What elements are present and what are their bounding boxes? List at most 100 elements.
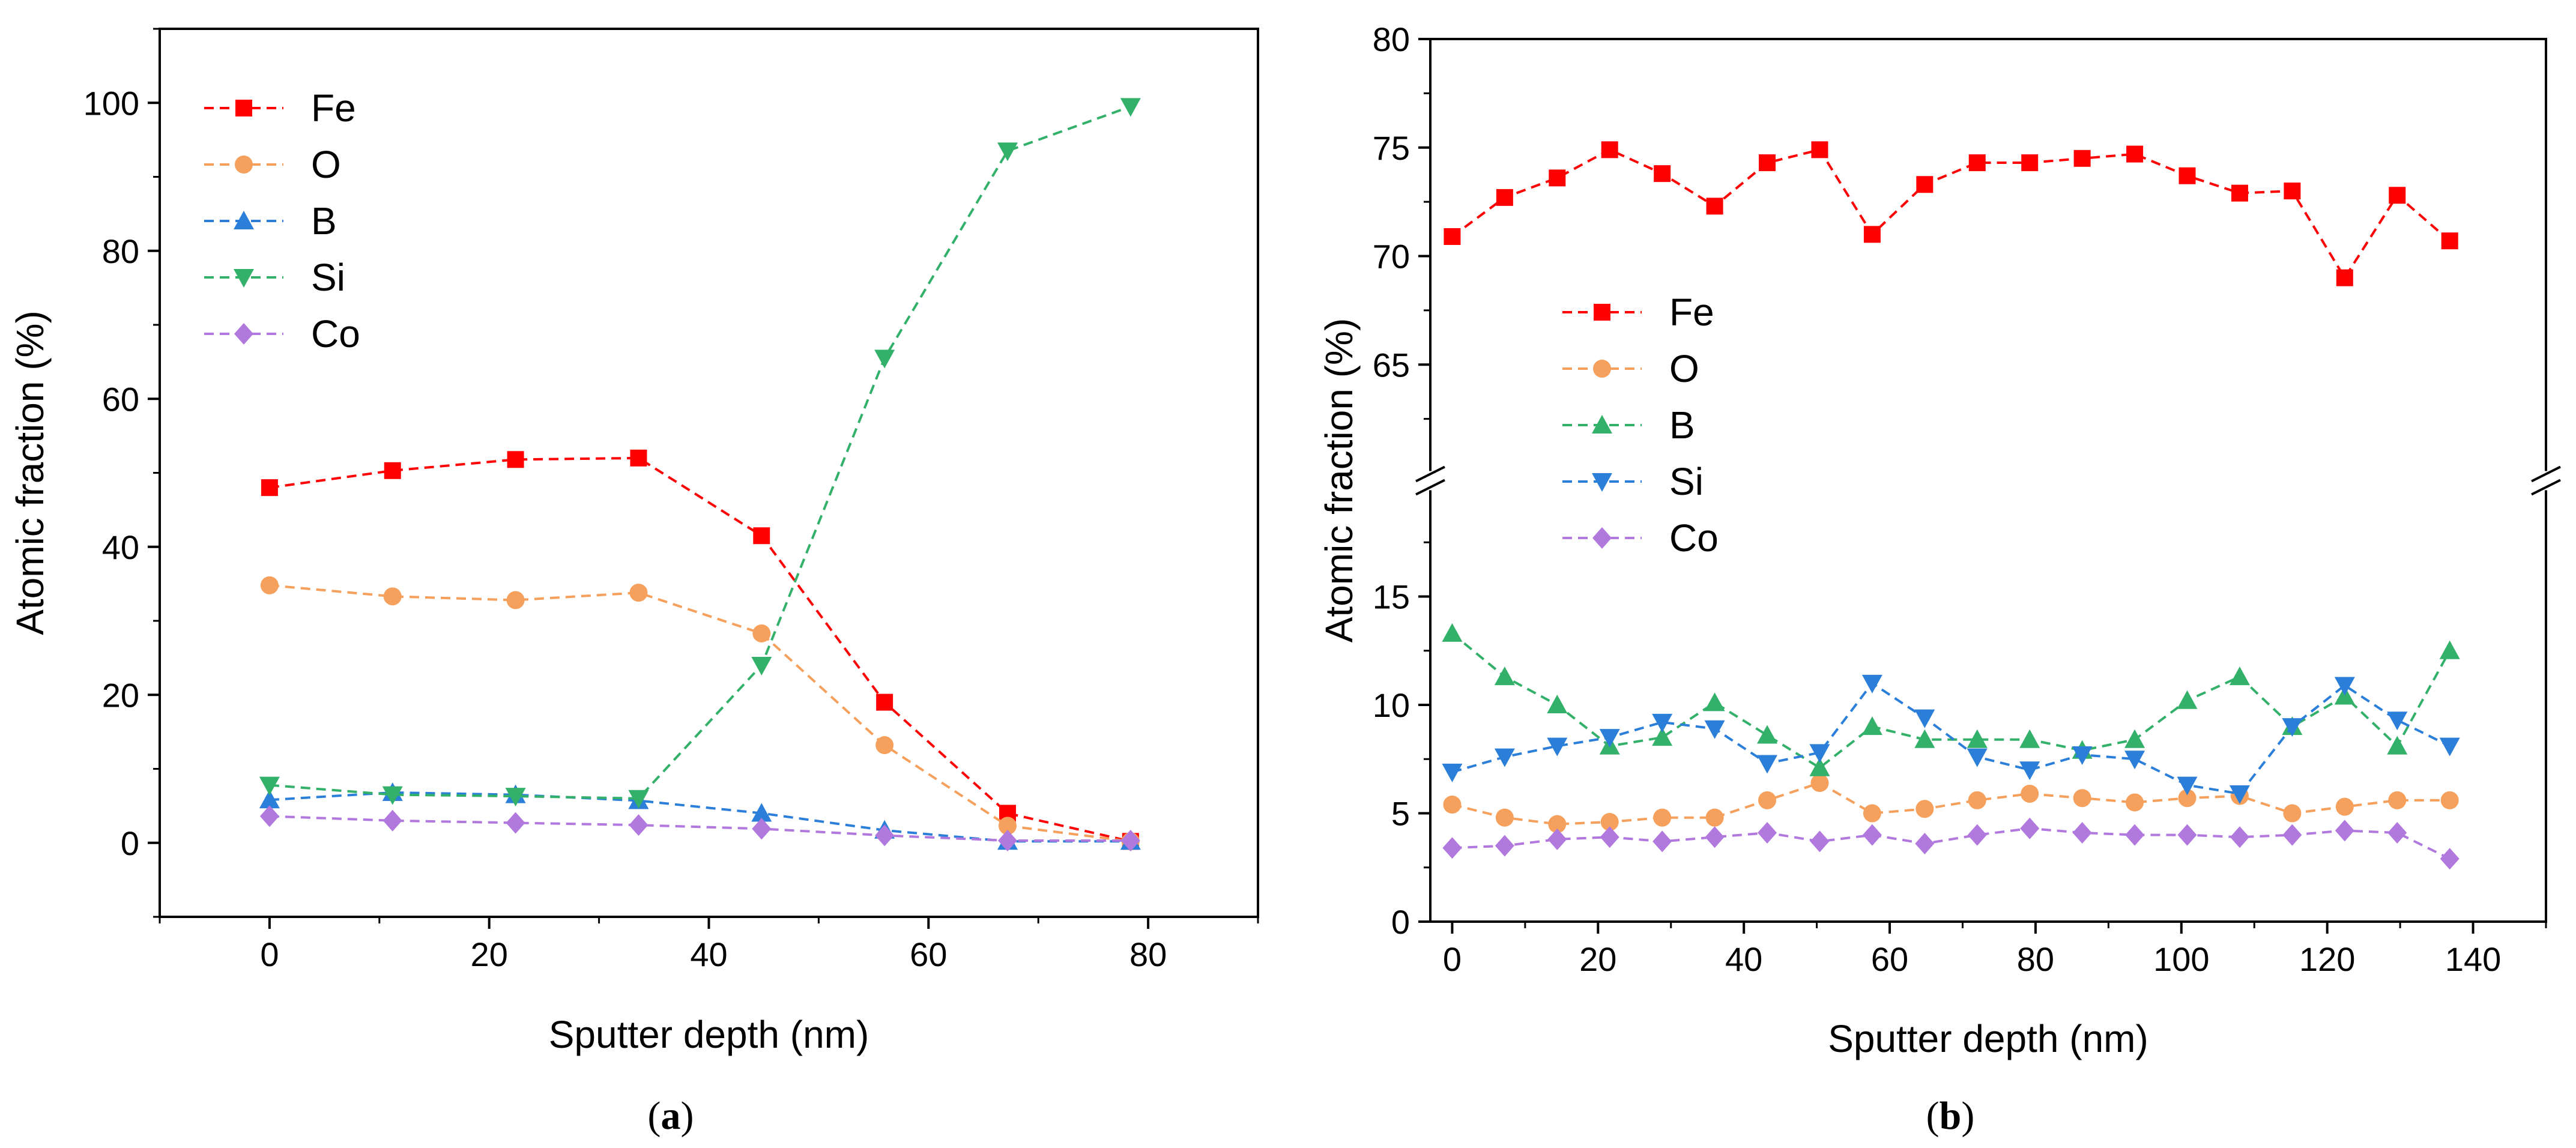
data-point-fe	[384, 462, 401, 479]
data-point-b	[1547, 695, 1568, 713]
data-point-fe	[1916, 176, 1934, 193]
data-point-o	[629, 584, 648, 602]
data-point-co	[2387, 821, 2407, 844]
x-tick-label: 0	[260, 935, 279, 973]
data-point-si	[1120, 98, 1141, 117]
data-point-fe	[1706, 198, 1723, 215]
data-point-b	[1704, 692, 1725, 711]
series-line-co	[1452, 827, 2451, 860]
data-point-fe	[876, 693, 893, 711]
data-point-o	[1705, 808, 1724, 827]
y-tick-label: 10	[1373, 686, 1410, 724]
y-axis-label: Atomic fraction (%)	[1317, 318, 1361, 643]
data-point-co	[1967, 824, 1987, 846]
data-point-b	[1914, 729, 1935, 748]
x-tick-label: 60	[910, 935, 947, 973]
data-point-fe	[1549, 169, 1566, 187]
axis-break-mark-right	[2531, 479, 2561, 496]
data-point-co	[752, 818, 772, 840]
data-point-co	[1810, 830, 1830, 853]
legend-label-co: Co	[311, 312, 360, 355]
legend-label-si: Si	[1669, 460, 1704, 503]
data-point-co	[1705, 826, 1725, 848]
data-point-co	[2072, 821, 2092, 844]
data-point-o	[506, 591, 525, 609]
y-tick-label: 65	[1373, 346, 1410, 384]
data-point-fe	[1863, 226, 1881, 243]
data-point-fe	[2336, 269, 2353, 286]
y-tick-label: 0	[1391, 903, 1410, 941]
data-point-co	[1758, 821, 1777, 844]
data-point-b	[1967, 729, 1988, 748]
x-tick-label: 120	[2299, 940, 2355, 978]
data-point-co	[2177, 824, 2197, 846]
series-line-si	[269, 105, 1131, 800]
data-point-fe	[261, 479, 278, 497]
y-tick-label: 0	[121, 824, 139, 862]
data-point-o	[383, 587, 402, 606]
data-point-fe	[2073, 150, 2091, 167]
data-point-si	[1861, 674, 1882, 693]
data-point-fe	[2178, 167, 2196, 184]
data-point-co	[2440, 848, 2460, 870]
data-point-fe	[1444, 228, 1461, 245]
x-axis-label: Sputter depth (nm)	[549, 1013, 869, 1056]
legend-marker-fe	[1594, 304, 1610, 321]
data-point-fe	[507, 451, 524, 468]
legend-marker-o	[235, 156, 253, 174]
x-tick-label: 40	[1725, 940, 1762, 978]
data-point-co	[997, 830, 1017, 852]
data-point-si	[1967, 748, 1988, 767]
data-point-co	[2230, 826, 2249, 848]
legend-marker-b	[234, 211, 254, 229]
data-point-si	[997, 142, 1018, 162]
data-point-si	[1757, 755, 1778, 774]
y-axis-label: Atomic fraction (%)	[8, 310, 52, 635]
data-point-co	[629, 814, 649, 836]
data-point-b	[2387, 736, 2408, 755]
data-point-o	[2335, 797, 2354, 816]
y-tick-label: 70	[1373, 238, 1410, 276]
data-point-co	[1915, 833, 1935, 855]
data-point-o	[1600, 812, 1619, 831]
data-point-o	[998, 817, 1017, 835]
data-point-co	[1547, 828, 1567, 850]
data-point-o	[2126, 793, 2144, 812]
data-point-o	[2178, 789, 2197, 808]
series-line-o	[269, 584, 1131, 843]
data-point-si	[2229, 785, 2250, 805]
data-point-o	[1915, 800, 1934, 818]
series-line-b	[269, 791, 1131, 843]
legend-label-b: B	[1669, 403, 1695, 447]
data-point-si	[2072, 746, 2093, 766]
chart-panel-b: 0 20 40 60 80 100 120 140 65 70 75 80 0 5 10 15 Sputter …	[1317, 20, 2561, 1060]
data-point-fe	[2284, 183, 2301, 200]
data-point-si	[1809, 744, 1830, 763]
data-point-co	[1120, 830, 1140, 852]
legend-label-b: B	[311, 199, 337, 243]
data-point-co	[259, 805, 279, 827]
data-point-fe	[2231, 184, 2248, 202]
data-point-b	[1809, 757, 1830, 776]
x-tick-label: 40	[690, 935, 727, 973]
data-point-si	[1704, 720, 1725, 739]
data-point-fe	[2389, 187, 2406, 204]
x-tick-label: 80	[1129, 935, 1167, 973]
x-tick-label: 140	[2445, 940, 2501, 978]
series-line-fe	[269, 456, 1131, 843]
data-point-b	[1494, 666, 1515, 686]
legend-marker-co	[1592, 527, 1612, 549]
data-point-fe	[1759, 154, 1776, 172]
legend-label-fe: Fe	[1669, 291, 1714, 334]
data-point-o	[1758, 791, 1777, 809]
data-point-si	[1599, 729, 1620, 748]
axis-break-mark-left	[1415, 479, 1445, 496]
y-tick-label: 80	[1373, 20, 1410, 58]
data-point-b	[751, 803, 772, 822]
legend-label-co: Co	[1669, 516, 1719, 560]
data-point-co	[2020, 817, 2040, 839]
data-point-si	[2387, 711, 2408, 731]
legend-marker-si	[234, 269, 254, 288]
x-tick-label: 20	[471, 935, 508, 973]
